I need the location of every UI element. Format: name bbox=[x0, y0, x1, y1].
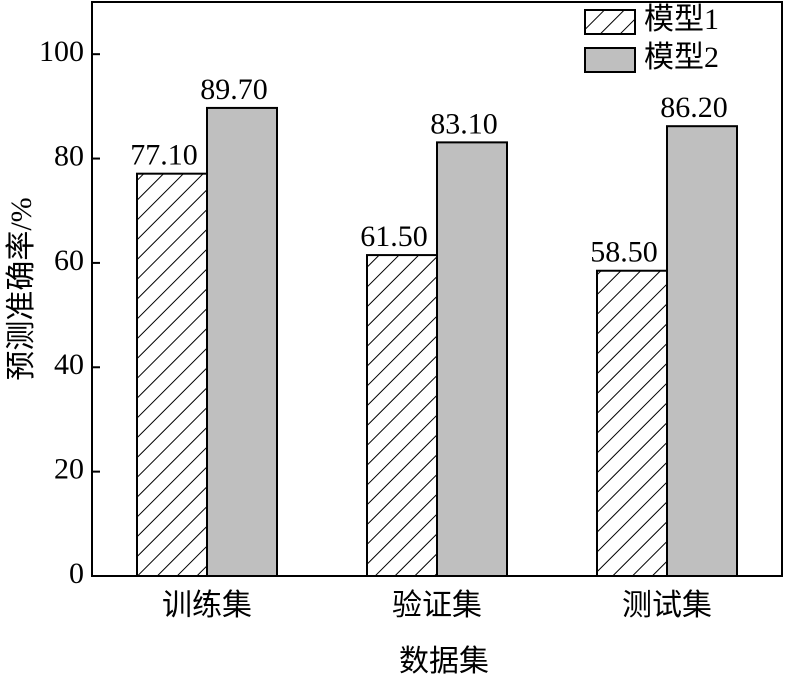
y-tick-label: 80 bbox=[54, 139, 84, 172]
bar bbox=[666, 125, 738, 578]
bar bbox=[366, 254, 438, 577]
x-tick-label: 验证集 bbox=[392, 589, 482, 622]
x-axis-title: 数据集 bbox=[399, 645, 489, 678]
y-tick-label: 0 bbox=[69, 557, 84, 590]
bar bbox=[436, 141, 508, 578]
y-tick-label: 20 bbox=[54, 453, 84, 486]
x-tick-label: 测试集 bbox=[622, 589, 712, 622]
value-label: 89.70 bbox=[200, 73, 268, 106]
value-label: 83.10 bbox=[430, 107, 498, 140]
x-tick-label: 训练集 bbox=[162, 589, 252, 622]
legend-label: 模型2 bbox=[644, 41, 719, 74]
y-tick-label: 100 bbox=[39, 35, 84, 68]
bar bbox=[596, 269, 668, 577]
y-tick-label: 40 bbox=[54, 348, 84, 381]
legend-swatch bbox=[584, 9, 636, 35]
y-tick-label: 60 bbox=[54, 244, 84, 277]
y-axis-title: 预测准确率/% bbox=[5, 197, 38, 380]
value-label: 58.50 bbox=[590, 236, 658, 269]
legend-label: 模型1 bbox=[644, 3, 719, 36]
value-label: 86.20 bbox=[660, 91, 728, 124]
value-label: 77.10 bbox=[130, 139, 198, 172]
bar bbox=[136, 172, 208, 577]
bar bbox=[206, 106, 278, 578]
value-label: 61.50 bbox=[360, 220, 428, 253]
legend-swatch bbox=[584, 47, 636, 73]
